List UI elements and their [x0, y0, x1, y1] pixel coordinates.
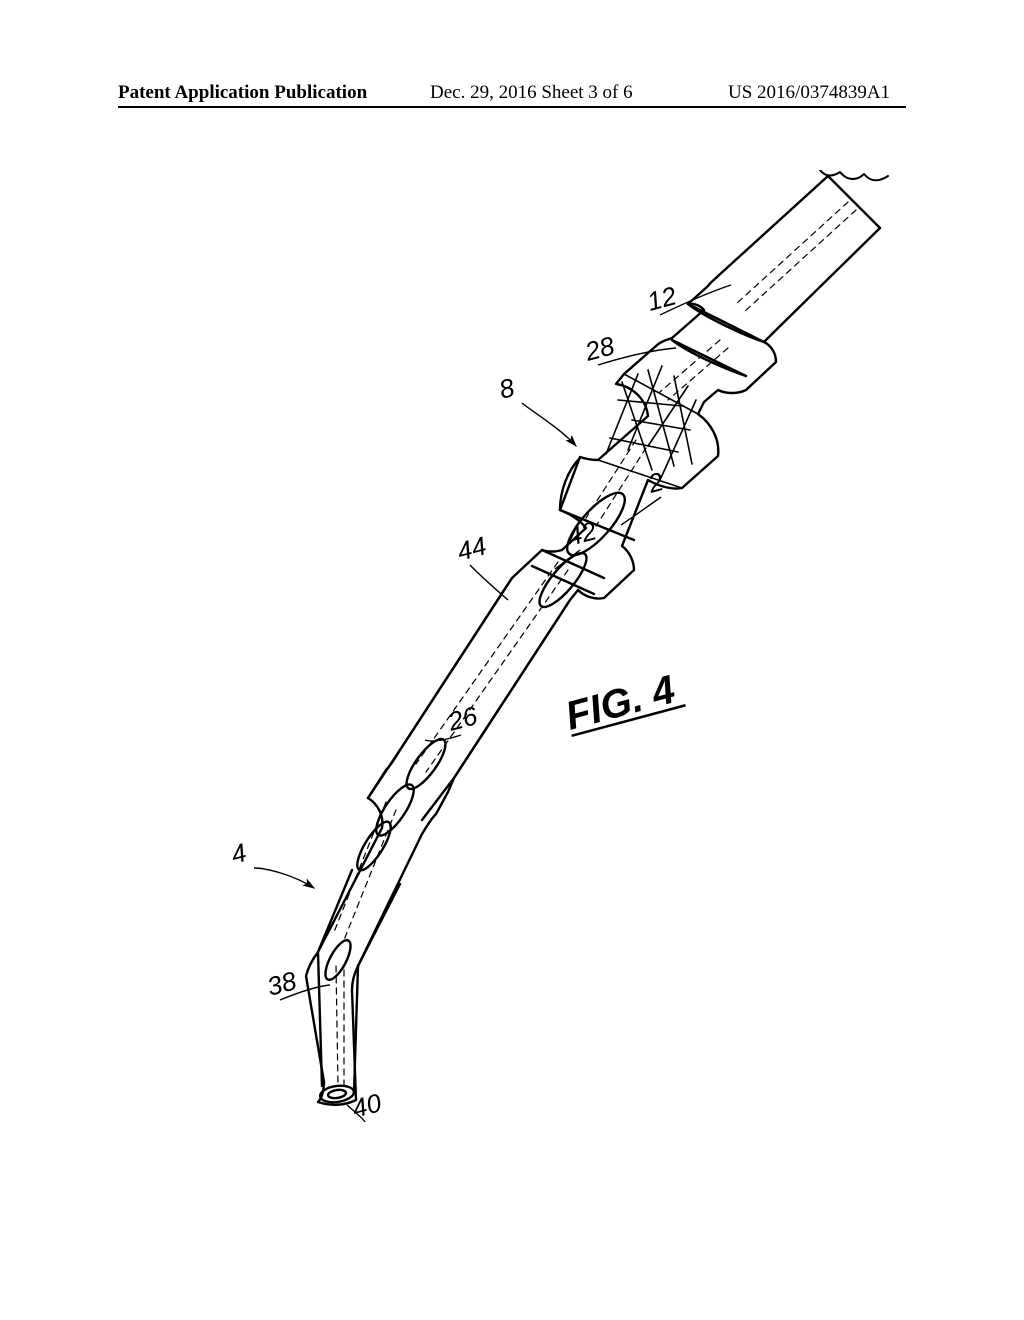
patent-sheet: Patent Application Publication Dec. 29, …	[0, 0, 1024, 1320]
svg-text:12: 12	[644, 280, 680, 317]
header-rule	[118, 106, 906, 108]
header-middle: Dec. 29, 2016 Sheet 3 of 6	[430, 82, 633, 104]
ref-28: 28	[581, 330, 676, 367]
svg-text:8: 8	[496, 372, 518, 405]
device-drawing	[306, 170, 888, 1105]
svg-text:28: 28	[581, 330, 618, 367]
ref-42: 42	[555, 515, 600, 569]
assembly-arrow-8: 8	[496, 372, 576, 446]
svg-text:FIG. 4: FIG. 4	[561, 667, 680, 738]
figure-label: FIG. 4	[561, 667, 686, 738]
header-left: Patent Application Publication	[118, 82, 367, 104]
figure-4: 12282424426384048 FIG. 4	[100, 170, 924, 1170]
svg-text:4: 4	[228, 837, 250, 870]
svg-text:40: 40	[349, 1087, 385, 1124]
svg-text:38: 38	[264, 965, 300, 1002]
ref-44: 44	[454, 530, 508, 600]
svg-text:26: 26	[444, 700, 481, 737]
ref-12: 12	[644, 280, 731, 317]
ref-26: 26	[425, 700, 481, 741]
header-right: US 2016/0374839A1	[728, 82, 890, 104]
assembly-arrow-4: 4	[228, 837, 314, 888]
svg-text:44: 44	[454, 530, 490, 566]
svg-text:42: 42	[564, 515, 600, 552]
